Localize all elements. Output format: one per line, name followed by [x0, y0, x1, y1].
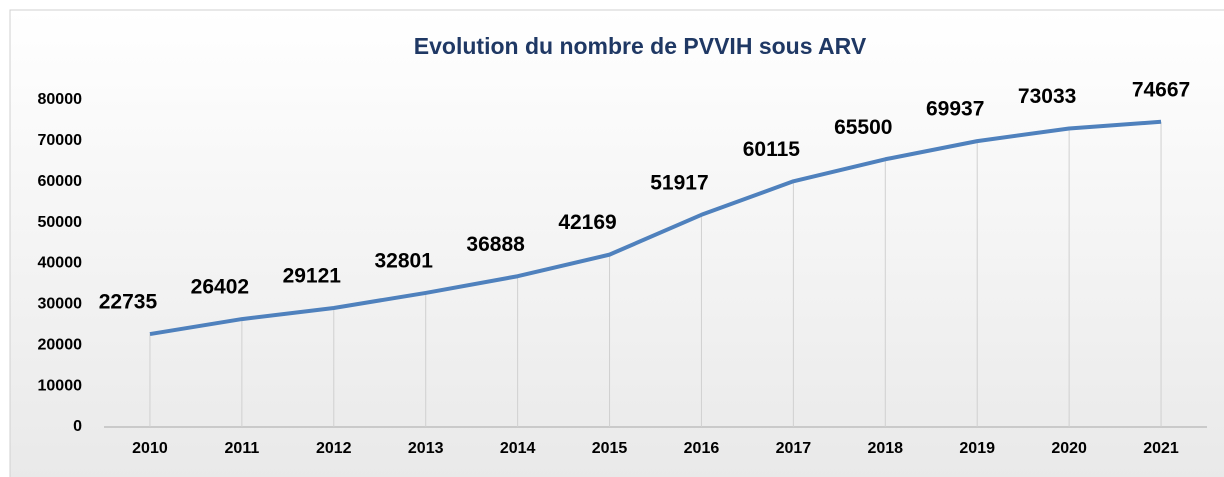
x-tick-label: 2012 [316, 440, 352, 457]
x-tick-label: 2011 [225, 440, 260, 457]
data-label: 26402 [191, 276, 249, 299]
data-label: 65500 [834, 116, 892, 139]
y-tick-label: 20000 [38, 336, 83, 353]
chart-background [9, 9, 1224, 477]
x-tick-label: 2017 [776, 440, 812, 457]
data-label: 22735 [99, 291, 158, 314]
x-tick-label: 2016 [684, 440, 720, 457]
y-tick-label: 70000 [38, 132, 83, 149]
y-tick-label: 30000 [38, 296, 83, 313]
y-tick-label: 50000 [38, 214, 83, 231]
data-label: 36888 [466, 233, 525, 256]
data-label: 74667 [1132, 78, 1190, 101]
y-tick-label: 10000 [38, 377, 83, 394]
y-tick-label: 60000 [38, 173, 83, 190]
x-tick-label: 2014 [500, 440, 536, 457]
y-tick-label: 0 [73, 418, 82, 435]
data-label: 42169 [558, 211, 616, 234]
data-label: 60115 [743, 138, 801, 161]
x-tick-label: 2015 [592, 440, 628, 457]
y-tick-label: 40000 [38, 255, 83, 272]
data-label: 32801 [375, 249, 434, 272]
data-label: 51917 [650, 171, 708, 194]
data-label: 29121 [283, 265, 342, 288]
y-tick-label: 80000 [38, 91, 83, 108]
x-tick-label: 2018 [867, 440, 903, 457]
chart-title: Evolution du nombre de PVVIH sous ARV [414, 33, 867, 59]
x-tick-label: 2010 [132, 440, 168, 457]
series-line [149, 119, 1162, 337]
x-tick-label: 2013 [408, 440, 444, 457]
data-label: 69937 [926, 98, 984, 121]
x-tick-label: 2019 [959, 440, 995, 457]
x-tick-label: 2021 [1143, 440, 1179, 457]
data-label: 73033 [1018, 85, 1076, 108]
x-tick-label: 2020 [1051, 440, 1087, 457]
